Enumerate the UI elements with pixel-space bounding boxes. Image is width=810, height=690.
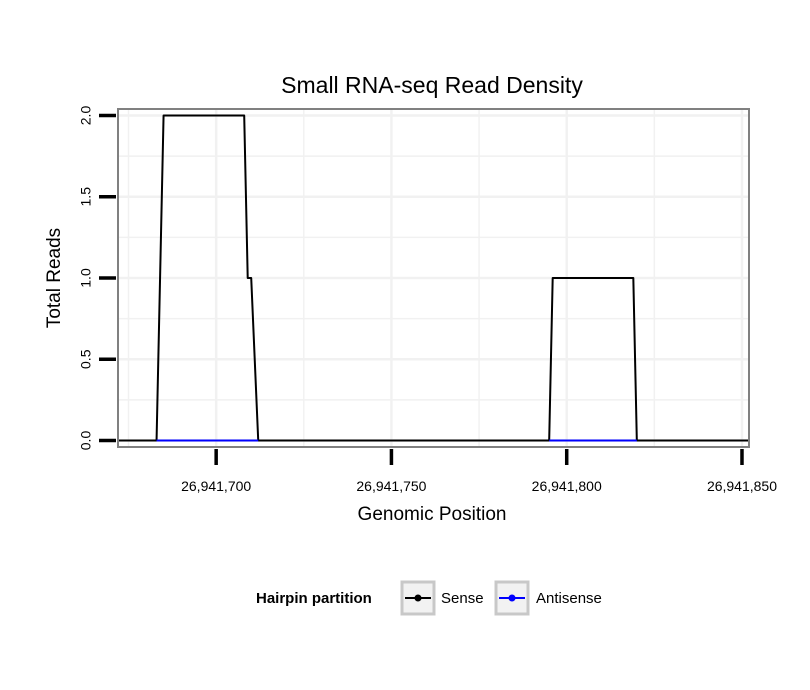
legend-item-antisense[interactable]: Antisense bbox=[494, 580, 602, 616]
legend-label-sense: Sense bbox=[441, 590, 484, 607]
y-tick-label: 1.5 bbox=[78, 187, 94, 207]
legend-item-sense[interactable]: Sense bbox=[400, 580, 484, 616]
legend-point-antisense bbox=[508, 594, 516, 602]
legend-label-antisense: Antisense bbox=[536, 590, 602, 607]
series-layer bbox=[118, 114, 749, 442]
chart-title: Small RNA-seq Read Density bbox=[281, 72, 583, 98]
y-tick-label: 0.5 bbox=[78, 349, 94, 369]
x-tick-label: 26,941,850 bbox=[707, 478, 777, 494]
grid bbox=[118, 109, 749, 447]
x-tick-label: 26,941,800 bbox=[532, 478, 602, 494]
y-axis: 0.0 0.5 1.0 1.5 2.0 bbox=[78, 106, 116, 451]
y-axis-title: Total Reads bbox=[44, 228, 65, 328]
series-line-sense bbox=[118, 114, 749, 442]
legend-point-sense bbox=[414, 594, 422, 602]
x-tick-label: 26,941,700 bbox=[181, 478, 251, 494]
y-tick-label: 2.0 bbox=[78, 106, 94, 126]
x-axis-title: Genomic Position bbox=[358, 504, 507, 525]
x-tick-label: 26,941,750 bbox=[356, 478, 426, 494]
y-tick-label: 1.0 bbox=[78, 268, 94, 288]
legend: Hairpin partition Sense Antisense bbox=[256, 580, 602, 616]
y-tick-label: 0.0 bbox=[78, 431, 94, 451]
legend-title: Hairpin partition bbox=[256, 590, 372, 607]
x-axis: 26,941,700 26,941,750 26,941,800 26,941,850 bbox=[181, 449, 777, 494]
plot-panel bbox=[117, 108, 750, 448]
